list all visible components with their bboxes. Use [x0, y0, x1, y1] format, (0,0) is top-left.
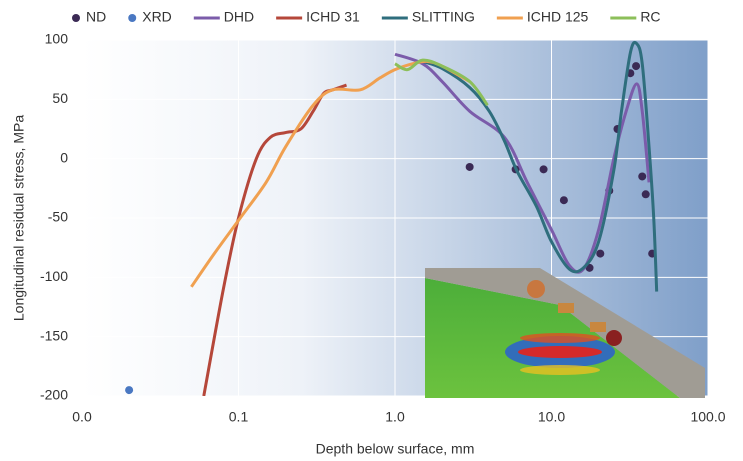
- data-point: [125, 386, 134, 395]
- y-axis-label: Longitudinal residual stress, MPa: [11, 115, 27, 321]
- y-tick-label: 100: [45, 31, 69, 47]
- legend-label: SLITTING: [412, 9, 475, 25]
- x-tick-label: 0.0: [72, 409, 92, 425]
- data-point: [465, 162, 474, 171]
- legend-label: XRD: [142, 9, 172, 25]
- legend-marker: [72, 14, 80, 22]
- data-point: [641, 190, 650, 199]
- x-axis-label: Depth below surface, mm: [316, 441, 475, 457]
- inset-image: [425, 268, 705, 398]
- y-tick-label: -50: [48, 209, 68, 225]
- data-point: [559, 196, 568, 205]
- y-tick-label: 0: [60, 149, 68, 165]
- legend-label: ICHD 125: [527, 9, 589, 25]
- x-tick-label: 1.0: [385, 409, 405, 425]
- series-line: [394, 52, 651, 274]
- legend-label: ND: [86, 9, 106, 25]
- series-layer: [125, 40, 659, 396]
- data-point: [632, 62, 641, 71]
- y-tick-label: 50: [52, 90, 68, 106]
- series-line: [394, 58, 489, 107]
- series-line: [422, 40, 659, 292]
- data-point: [539, 165, 548, 174]
- legend-label: RC: [640, 9, 660, 25]
- legend-marker: [128, 14, 137, 22]
- y-tick-label: -200: [40, 387, 68, 403]
- y-tick-label: -150: [40, 327, 68, 343]
- legend-label: ICHD 31: [306, 9, 360, 25]
- y-tick-label: -100: [40, 268, 68, 284]
- data-point: [596, 249, 605, 258]
- x-tick-label: 0.1: [229, 409, 249, 425]
- x-tick-label: 100.0: [690, 409, 725, 425]
- data-point: [638, 172, 647, 181]
- legend-label: DHD: [224, 9, 254, 25]
- x-tick-label: 10.0: [538, 409, 565, 425]
